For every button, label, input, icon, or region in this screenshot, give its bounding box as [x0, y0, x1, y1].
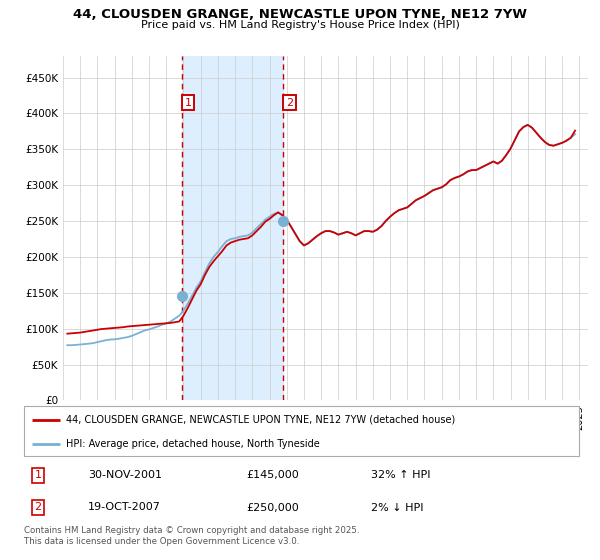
- Text: 1: 1: [34, 470, 41, 480]
- Text: 30-NOV-2001: 30-NOV-2001: [88, 470, 162, 480]
- Text: 2: 2: [34, 502, 41, 512]
- Text: Contains HM Land Registry data © Crown copyright and database right 2025.
This d: Contains HM Land Registry data © Crown c…: [24, 526, 359, 546]
- Text: 1: 1: [185, 97, 191, 108]
- Text: 2: 2: [286, 97, 293, 108]
- Text: £250,000: £250,000: [246, 502, 299, 512]
- Bar: [182, 56, 283, 400]
- Text: HPI: Average price, detached house, North Tyneside: HPI: Average price, detached house, Nort…: [65, 439, 319, 449]
- Text: 19-OCT-2007: 19-OCT-2007: [88, 502, 161, 512]
- FancyBboxPatch shape: [24, 406, 579, 456]
- Text: £145,000: £145,000: [246, 470, 299, 480]
- Text: 32% ↑ HPI: 32% ↑ HPI: [371, 470, 430, 480]
- Text: 2% ↓ HPI: 2% ↓ HPI: [371, 502, 424, 512]
- Text: Price paid vs. HM Land Registry's House Price Index (HPI): Price paid vs. HM Land Registry's House …: [140, 20, 460, 30]
- Text: 44, CLOUSDEN GRANGE, NEWCASTLE UPON TYNE, NE12 7YW: 44, CLOUSDEN GRANGE, NEWCASTLE UPON TYNE…: [73, 8, 527, 21]
- Text: 44, CLOUSDEN GRANGE, NEWCASTLE UPON TYNE, NE12 7YW (detached house): 44, CLOUSDEN GRANGE, NEWCASTLE UPON TYNE…: [65, 414, 455, 424]
